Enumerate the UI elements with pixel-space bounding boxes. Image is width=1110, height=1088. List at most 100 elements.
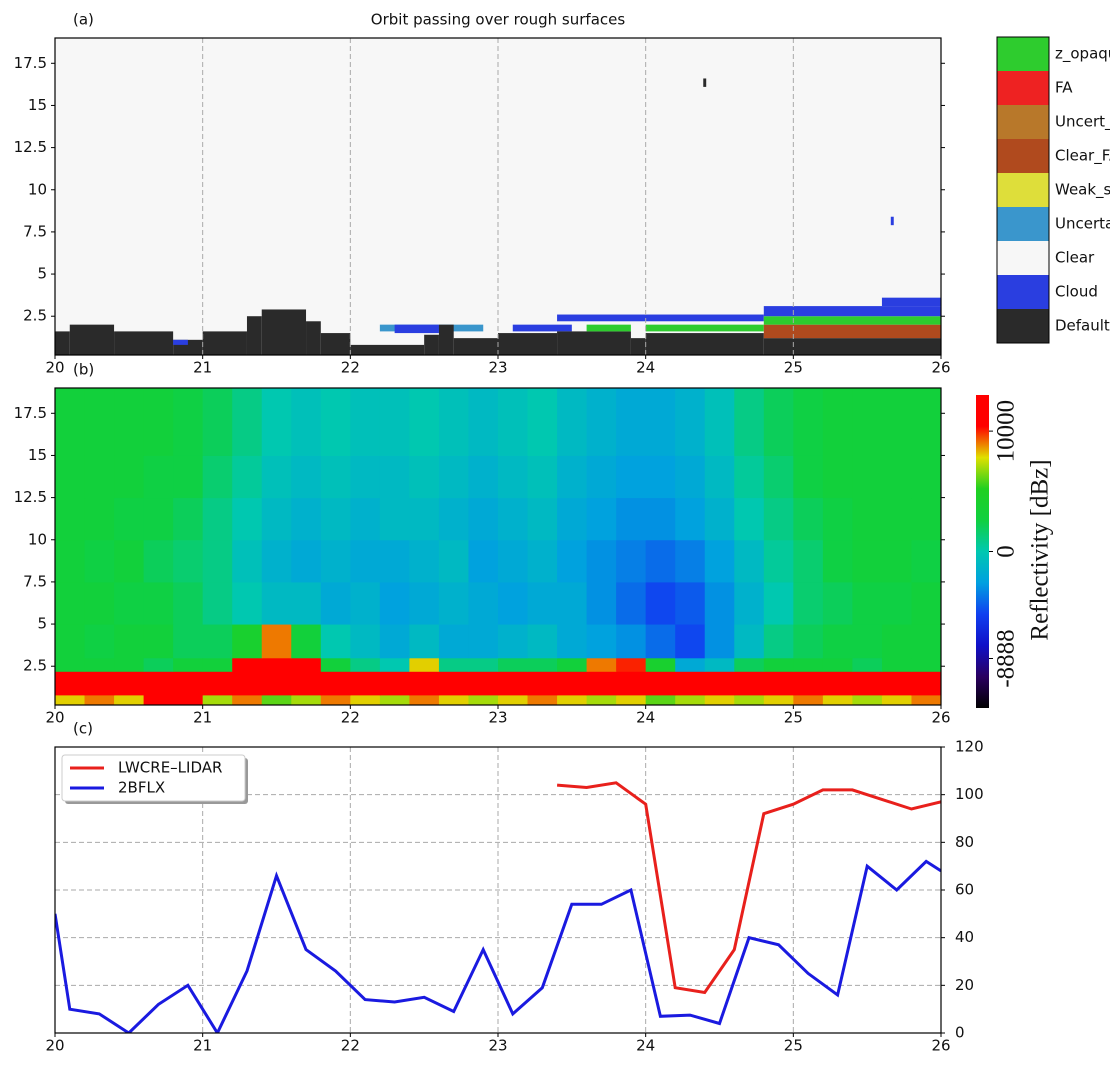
heatmap-cell: [911, 388, 942, 456]
heatmap-cell: [320, 681, 351, 696]
legend-swatch: [997, 207, 1049, 241]
heatmap-cell: [84, 694, 115, 706]
chart-title: Orbit passing over rough surfaces: [371, 11, 626, 29]
heatmap-cell: [793, 694, 824, 706]
heatmap-cell: [616, 681, 647, 696]
heatmap-cell: [793, 497, 824, 541]
heatmap-cell: [261, 455, 292, 499]
heatmap-cell: [438, 455, 469, 499]
mask-region: [645, 324, 764, 332]
heatmap-cell: [527, 581, 558, 625]
heatmap-cell: [291, 694, 322, 706]
heatmap-cell: [291, 624, 322, 659]
legend-swatch: [997, 309, 1049, 343]
heatmap-cell: [320, 657, 351, 672]
heatmap-cell: [143, 657, 174, 672]
heatmap-cell: [822, 497, 853, 541]
heatmap-cell: [409, 581, 440, 625]
heatmap-cell: [498, 539, 529, 583]
heatmap-cell: [84, 539, 115, 583]
heatmap-cell: [498, 388, 529, 456]
heatmap-cell: [291, 657, 322, 672]
y-tick-label: 2.5: [23, 307, 47, 325]
heatmap-cell: [911, 681, 942, 696]
heatmap-cell: [202, 624, 233, 659]
heatmap-cell: [438, 657, 469, 672]
heatmap-cell: [734, 657, 765, 672]
heatmap-cell: [586, 539, 617, 583]
heatmap-cell: [675, 624, 706, 659]
heatmap-cell: [291, 497, 322, 541]
x-tick-label: 23: [488, 1037, 507, 1055]
heatmap-cell: [320, 455, 351, 499]
legend-label: z_opaque: [1055, 45, 1110, 64]
heatmap-cell: [468, 539, 499, 583]
heatmap-cell: [143, 497, 174, 541]
heatmap-cell: [350, 624, 381, 659]
heatmap-cell: [438, 539, 469, 583]
heatmap-cell: [616, 539, 647, 583]
heatmap-cell: [409, 624, 440, 659]
heatmap-cell: [350, 681, 381, 696]
heatmap-cell: [379, 581, 410, 625]
heatmap-cell: [379, 539, 410, 583]
mask-region: [763, 324, 941, 339]
heatmap-cell: [468, 624, 499, 659]
heatmap-cell: [616, 581, 647, 625]
x-tick-label: 21: [193, 709, 212, 727]
mask-region: [703, 78, 707, 87]
mask-region: [763, 316, 941, 325]
heatmap-cell: [645, 657, 676, 672]
heatmap-cell: [291, 581, 322, 625]
heatmap-cell: [852, 657, 883, 672]
colorbar-tick-label: -8888: [993, 629, 1020, 687]
heatmap-cell: [822, 694, 853, 706]
y-tick-label: 12.5: [14, 138, 47, 156]
heatmap-cell: [881, 681, 912, 696]
heatmap-cell: [261, 681, 292, 696]
heatmap-cell: [586, 671, 617, 682]
heatmap-cell: [114, 681, 145, 696]
heatmap-cell: [350, 694, 381, 706]
heatmap-cell: [675, 539, 706, 583]
heatmap-cell: [822, 671, 853, 682]
heatmap-cell: [734, 497, 765, 541]
heatmap-cell: [202, 455, 233, 499]
heatmap-cell: [350, 581, 381, 625]
heatmap-cell: [793, 657, 824, 672]
heatmap-cell: [173, 657, 204, 672]
heatmap-cell: [232, 388, 263, 456]
mask-region: [453, 338, 498, 355]
heatmap-cell: [379, 497, 410, 541]
heatmap-cell: [291, 388, 322, 456]
heatmap-cell: [557, 624, 588, 659]
y-tick-label: 10: [28, 180, 47, 198]
heatmap-cell: [527, 624, 558, 659]
x-tick-label: 20: [45, 359, 64, 377]
heatmap-cell: [409, 657, 440, 672]
x-tick-label: 21: [193, 359, 212, 377]
heatmap-cell: [438, 681, 469, 696]
heatmap-cell: [173, 681, 204, 696]
heatmap-cell: [881, 497, 912, 541]
heatmap-cell: [350, 497, 381, 541]
legend-label: Weak_sign: [1055, 181, 1110, 200]
heatmap-cell: [763, 657, 794, 672]
heatmap-cell: [261, 694, 292, 706]
heatmap-cell: [55, 388, 86, 456]
heatmap-cell: [379, 671, 410, 682]
heatmap-cell: [438, 671, 469, 682]
heatmap-cell: [114, 671, 145, 682]
heatmap-cell: [763, 624, 794, 659]
heatmap-cell: [704, 497, 735, 541]
heatmap-cell: [822, 581, 853, 625]
heatmap-cell: [232, 455, 263, 499]
plot-frame: [54, 746, 942, 1034]
heatmap-cell: [763, 681, 794, 696]
heatmap-cell: [911, 539, 942, 583]
heatmap-cell: [320, 624, 351, 659]
legend-label: Cloud: [1055, 283, 1098, 301]
heatmap-cell: [468, 497, 499, 541]
heatmap-cell: [822, 657, 853, 672]
legend-swatch: [997, 275, 1049, 309]
